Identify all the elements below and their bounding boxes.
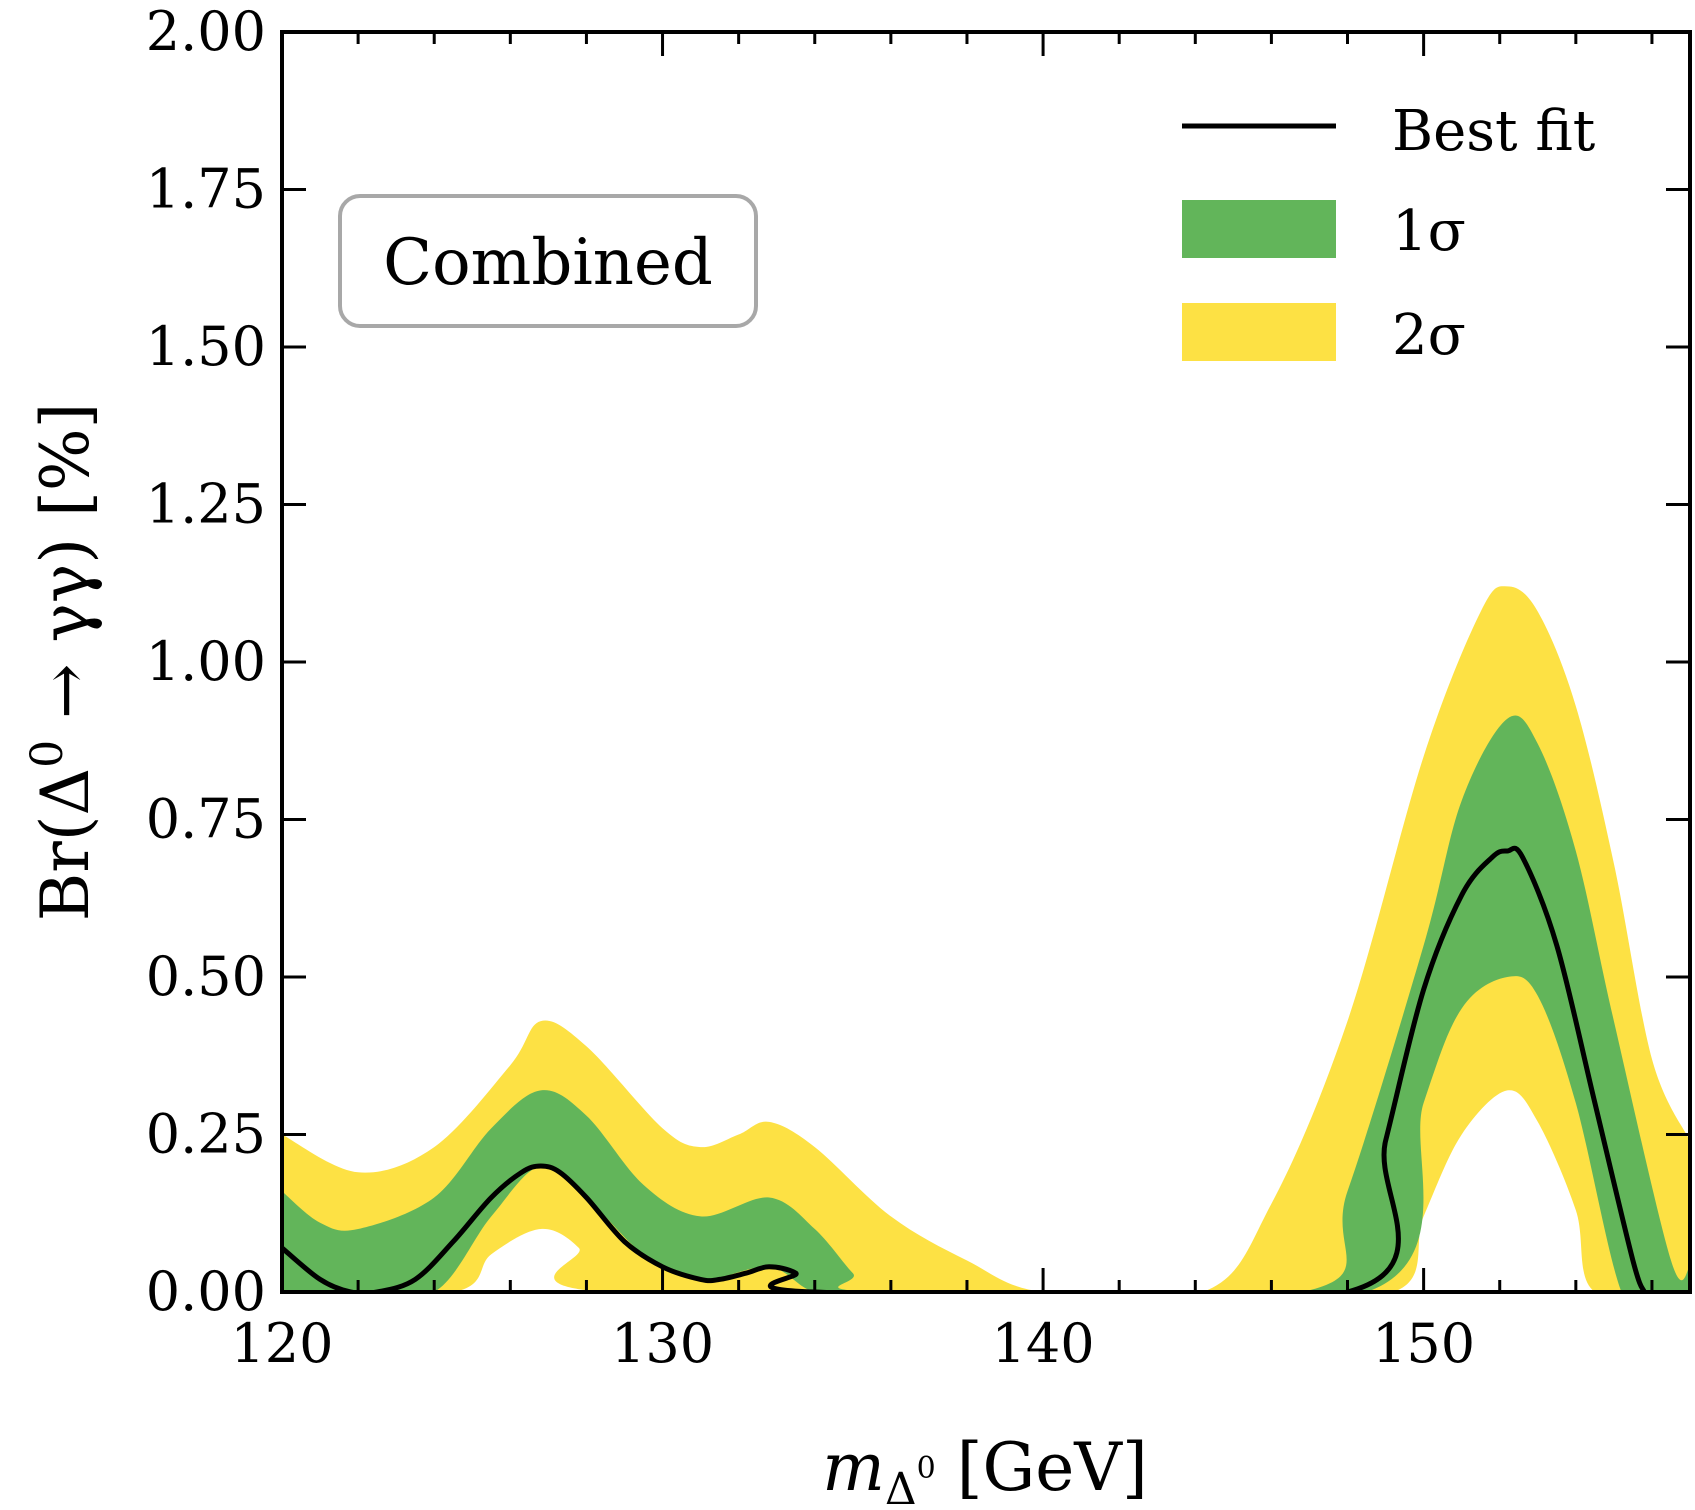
band-2-sigma [282,586,1690,1292]
y-tick-label: 0.00 [146,1260,266,1323]
band-1-sigma [282,715,1690,1292]
best-fit-line [282,845,1647,1292]
legend: Best fit 1σ 2σ [1182,99,1596,368]
legend-swatch-2sigma [1182,303,1336,361]
y-tick-label: 0.75 [146,788,266,851]
x-tick-label: 120 [230,1312,333,1375]
legend-swatch-1sigma [1182,200,1336,258]
x-tick-labels: 120 130 140 150 [230,1312,1475,1375]
x-tick-label: 150 [1372,1312,1475,1375]
annotation-box: Combined [338,194,758,328]
y-tick-label: 0.25 [146,1103,266,1166]
y-tick-label: 1.50 [146,315,266,378]
x-axis-title: mΔ0 [GeV] [822,1429,1147,1510]
y-tick-labels: 0.00 0.25 0.50 0.75 1.00 1.25 1.50 1.75 2.00 [146,0,266,1323]
y-tick-label: 1.00 [146,630,266,693]
x-tick-label: 140 [992,1312,1095,1375]
legend-label-2sigma: 2σ [1392,303,1466,368]
y-axis-title: Br(Δ0 → γγ) [%] [22,403,104,922]
legend-label-best-fit: Best fit [1392,99,1596,164]
ticks-layer [280,30,1690,1294]
x-tick-label: 130 [611,1312,714,1375]
y-tick-label: 1.75 [146,158,266,221]
y-tick-label: 0.50 [146,945,266,1008]
y-tick-label: 1.25 [146,473,266,536]
bands-layer [282,586,1690,1292]
y-tick-label: 2.00 [146,0,266,63]
legend-label-1sigma: 1σ [1392,199,1466,264]
annotation-label: Combined [383,226,713,300]
lines-layer [282,845,1647,1292]
